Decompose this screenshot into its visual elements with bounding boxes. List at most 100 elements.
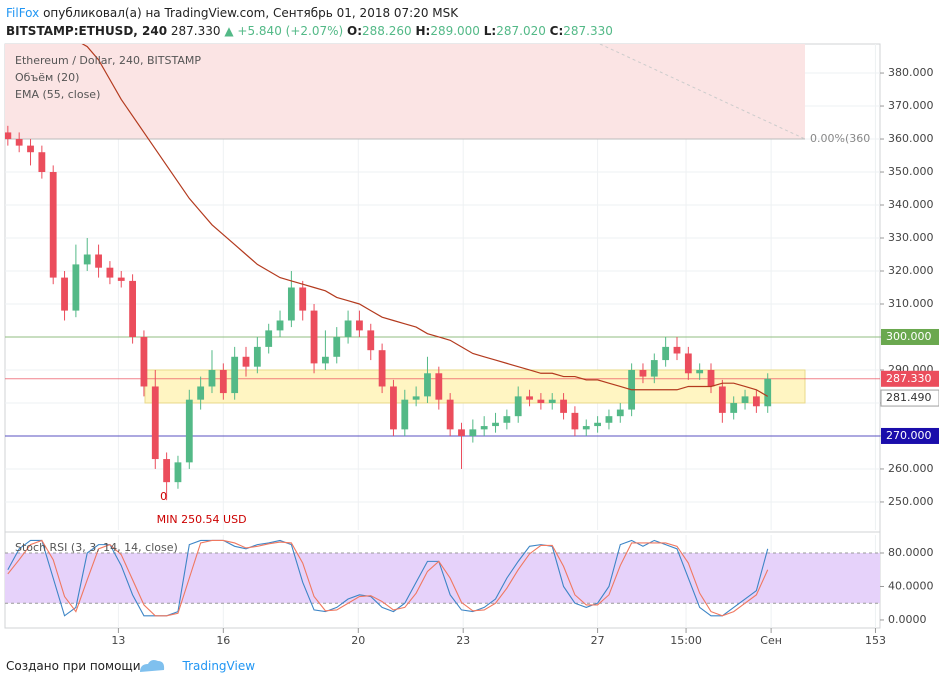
candle-body	[27, 145, 34, 153]
candle-body	[117, 277, 125, 281]
candle-body	[424, 373, 431, 397]
candle-body	[560, 399, 567, 413]
change: +5.840 (+2.07%)	[237, 24, 344, 38]
price-box-label: 270.000	[886, 429, 932, 442]
header: FilFox опубликовал(а) на TradingView.com…	[6, 4, 613, 40]
y-tick-label: 320.000	[888, 264, 934, 277]
candle-body	[469, 429, 477, 436]
candle-body	[321, 356, 329, 364]
c-label: C:	[549, 24, 564, 38]
candle-body	[15, 139, 23, 146]
candle-body	[480, 426, 488, 430]
made-with: Создано при помощи	[6, 659, 141, 673]
candle-body	[514, 396, 522, 417]
candle-body	[185, 399, 193, 463]
price-box	[880, 389, 939, 407]
published: опубликовал(а) на TradingView.com, Сентя…	[43, 6, 459, 20]
price-box-label: 300.000	[886, 330, 932, 343]
x-tick-label: Сен	[760, 634, 782, 647]
candle-body	[378, 350, 386, 387]
y-tick-label: 380.000	[888, 66, 934, 79]
candle-body	[594, 422, 601, 427]
x-tick-label: 20	[351, 634, 365, 647]
candle-body	[492, 422, 499, 427]
symbol: BITSTAMP:ETHUSD, 240	[6, 24, 168, 38]
candle-body	[231, 356, 239, 394]
min-mark: 0	[160, 490, 167, 503]
y-tick-label: 260.000	[888, 462, 934, 475]
candle-body	[367, 330, 375, 351]
candle-body	[208, 369, 216, 387]
candle-body	[616, 409, 624, 417]
y-tick-label: 80.0000	[888, 546, 934, 559]
candle-body	[49, 172, 57, 278]
candle-body	[265, 330, 273, 347]
candle-body	[287, 287, 295, 321]
candle-body	[696, 369, 704, 374]
min-label: MIN 250.54 USD	[157, 513, 247, 526]
author[interactable]: FilFox	[6, 6, 40, 20]
price-box	[881, 370, 939, 387]
legend-label: EMA (55, close)	[15, 88, 100, 101]
candle-body	[752, 396, 760, 407]
candle-body	[197, 386, 205, 400]
candle-body	[61, 277, 68, 311]
y-tick-label: 40.0000	[888, 579, 934, 592]
tv-logo[interactable]	[140, 660, 165, 672]
candle-body	[38, 152, 46, 173]
candle-body	[72, 264, 80, 311]
x-tick-label: 27	[591, 634, 605, 647]
candle-body	[730, 402, 738, 413]
stoch-band	[5, 552, 880, 604]
candle-body	[707, 369, 715, 387]
h-label: H:	[415, 24, 431, 38]
x-tick-label: 23	[456, 634, 470, 647]
candle-body	[605, 416, 613, 423]
candle-body	[333, 336, 341, 357]
candle-body	[548, 399, 556, 403]
legend-label: Ethereum / Dollar, 240, BITSTAMP	[15, 54, 201, 67]
candle-body	[151, 386, 159, 460]
footer: Создано при помощи TradingView	[6, 659, 255, 673]
candle-body	[662, 346, 670, 361]
candle-body	[83, 254, 91, 265]
legend-label: Stoch RSI (3, 3, 14, 14, close)	[15, 541, 178, 554]
x-tick-label: 13	[111, 634, 125, 647]
candle-body	[390, 386, 397, 430]
y-tick-label: 370.000	[888, 99, 934, 112]
y-tick-label: 330.000	[888, 231, 934, 244]
last: 287.330	[170, 24, 221, 38]
candle-body	[140, 336, 148, 387]
candle-body	[95, 254, 102, 268]
fib-label: 0.00%(360	[810, 132, 870, 145]
y-tick-label: 340.000	[888, 198, 934, 211]
candle-body	[673, 346, 681, 354]
o-label: O:	[347, 24, 363, 38]
h: 289.000	[430, 24, 480, 38]
stoch-line	[7, 539, 769, 617]
y-tick-label: 250.000	[888, 495, 934, 508]
candle-body	[684, 353, 692, 374]
y-tick-label: 350.000	[888, 165, 934, 178]
candle-body	[356, 320, 363, 331]
candle-body	[435, 373, 443, 400]
fib-zone	[5, 44, 805, 140]
legend-label: Объём (20)	[15, 71, 79, 84]
candle-body	[503, 416, 511, 423]
candle-body	[639, 369, 647, 377]
brand[interactable]: TradingView	[182, 659, 256, 673]
y-tick-label: 310.000	[888, 297, 934, 310]
candle-body	[401, 399, 409, 430]
candle-body	[276, 320, 284, 331]
candle-body	[764, 378, 772, 407]
candle-body	[458, 429, 465, 436]
trend-line	[599, 44, 806, 140]
price-box	[881, 427, 939, 444]
candle-body	[718, 386, 726, 413]
x-tick-label: 16	[216, 634, 230, 647]
price-box-label: 281.490	[886, 391, 932, 404]
candle-body	[412, 396, 420, 400]
candle-body	[174, 462, 182, 483]
